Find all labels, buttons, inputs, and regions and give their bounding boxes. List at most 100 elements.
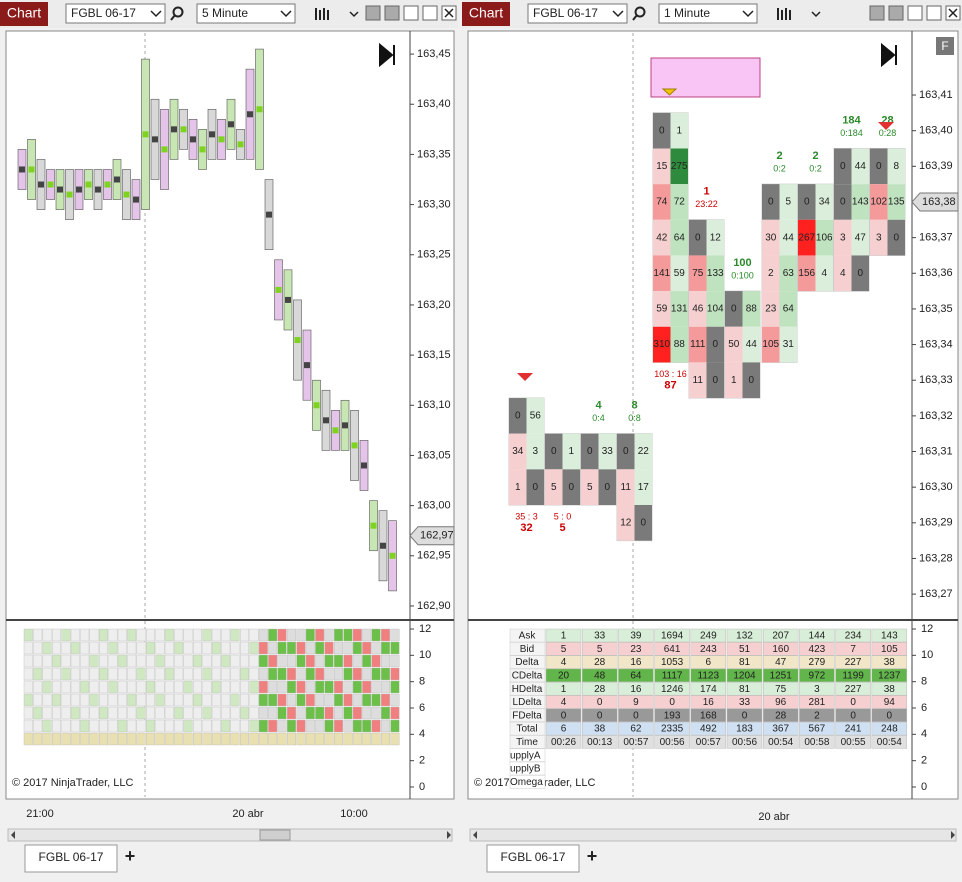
footprint-cell	[634, 433, 652, 470]
indicator-cell	[315, 732, 325, 746]
indicator-cell	[164, 732, 174, 746]
scroll-right[interactable]	[447, 831, 451, 839]
add-tab[interactable]: +	[125, 846, 136, 866]
dropdown-arrow	[742, 10, 754, 18]
chart-button[interactable]	[462, 2, 510, 26]
indicator-cell	[127, 732, 137, 746]
indicator-cell	[296, 706, 306, 720]
indicator-cell	[89, 693, 99, 707]
window-button[interactable]	[907, 5, 923, 21]
indicator-cell	[305, 732, 315, 746]
price-label: 163,10	[417, 399, 451, 411]
instrument-dropdown[interactable]	[65, 3, 166, 24]
chart-button[interactable]	[0, 2, 48, 26]
indicator-cell	[352, 706, 362, 720]
add-tab[interactable]: +	[587, 846, 598, 866]
footprint-value: 44	[783, 232, 795, 243]
indicator-cell	[390, 628, 400, 642]
footprint-cell	[670, 184, 688, 220]
footprint-value: 1	[731, 375, 737, 386]
interval-label: 5 Minute	[202, 6, 248, 20]
indicator-cell	[183, 654, 193, 668]
indicator-cell	[117, 706, 127, 720]
indicator-cell	[221, 732, 231, 746]
indicator-cell	[192, 654, 202, 668]
instrument-dropdown[interactable]	[527, 3, 628, 24]
indicator-cell	[174, 680, 184, 694]
indicator-cell	[183, 680, 193, 694]
indicator-cell	[98, 719, 108, 733]
close-x	[444, 8, 454, 18]
zone-arrow	[661, 88, 678, 96]
search-icon[interactable]	[634, 6, 646, 18]
indicator-cell	[277, 628, 287, 642]
window-button[interactable]	[422, 5, 438, 21]
footprint-value: 11	[621, 482, 632, 493]
menu-arrow[interactable]	[811, 11, 821, 18]
table-cell	[871, 721, 908, 736]
indicator-cell	[230, 654, 240, 668]
poc-cell	[351, 442, 358, 449]
indicator-cell	[145, 732, 155, 746]
scroll-right[interactable]	[951, 831, 955, 839]
window-button[interactable]	[869, 5, 885, 21]
table-value: 243	[700, 644, 717, 655]
table-value: 1	[561, 631, 567, 642]
tab[interactable]	[24, 844, 118, 873]
menu-arrow[interactable]	[349, 11, 359, 18]
scroll-left[interactable]	[11, 831, 15, 839]
price-label: 163,32	[919, 410, 953, 422]
footprint-value: 0	[731, 304, 737, 315]
poc-cell	[95, 186, 101, 193]
window-button[interactable]	[403, 5, 419, 21]
footprint-value: 0	[748, 375, 754, 386]
indicator-cell	[352, 680, 362, 694]
indicator-cell	[155, 680, 165, 694]
window-button[interactable]	[365, 5, 381, 21]
poc-cell	[76, 186, 82, 193]
scroll-thumb[interactable]	[259, 829, 291, 841]
tab[interactable]	[486, 844, 580, 873]
scroll-left[interactable]	[473, 831, 477, 839]
indicator-cell	[371, 667, 381, 681]
poc-cell	[266, 211, 272, 218]
interval-dropdown[interactable]	[658, 3, 758, 24]
indicator-label: 2	[419, 755, 425, 767]
indicator-cell	[61, 667, 71, 681]
indicator-cell	[23, 628, 33, 642]
interval-dropdown[interactable]	[196, 3, 296, 24]
indicator-cell	[324, 654, 334, 668]
footprint-cell	[670, 112, 688, 149]
indicator-cell	[23, 641, 33, 655]
window-button[interactable]	[384, 5, 400, 21]
indicator-cell	[296, 680, 306, 694]
scrollbar[interactable]	[7, 828, 453, 842]
window-button[interactable]	[888, 5, 904, 21]
indicator-cell	[202, 706, 212, 720]
table-cell	[618, 695, 654, 709]
indicator-label: 10	[419, 649, 431, 661]
row-label: CDelta	[512, 671, 543, 682]
table-cell	[799, 642, 835, 656]
indicator-cell	[324, 719, 334, 733]
footprint-cell	[689, 291, 707, 327]
indicator-cell	[390, 667, 400, 681]
table-cell	[618, 642, 654, 656]
table-cell	[835, 721, 871, 736]
scrollbar[interactable]	[469, 828, 957, 842]
table-cell	[762, 642, 799, 656]
table-value: 641	[664, 644, 681, 655]
indicator-cell	[192, 628, 202, 642]
indicator-cell	[80, 641, 90, 655]
indicator-cell	[23, 693, 33, 707]
search-handle	[632, 14, 638, 21]
table-cell	[762, 681, 799, 696]
window-button[interactable]	[926, 5, 942, 21]
table-cell	[762, 628, 799, 643]
row-label-cell	[509, 708, 546, 723]
search-icon[interactable]	[172, 6, 184, 18]
row-label-cell	[509, 668, 546, 683]
indicator-cell	[108, 732, 118, 746]
table-cell	[618, 628, 654, 643]
table-value: 2	[814, 710, 820, 721]
